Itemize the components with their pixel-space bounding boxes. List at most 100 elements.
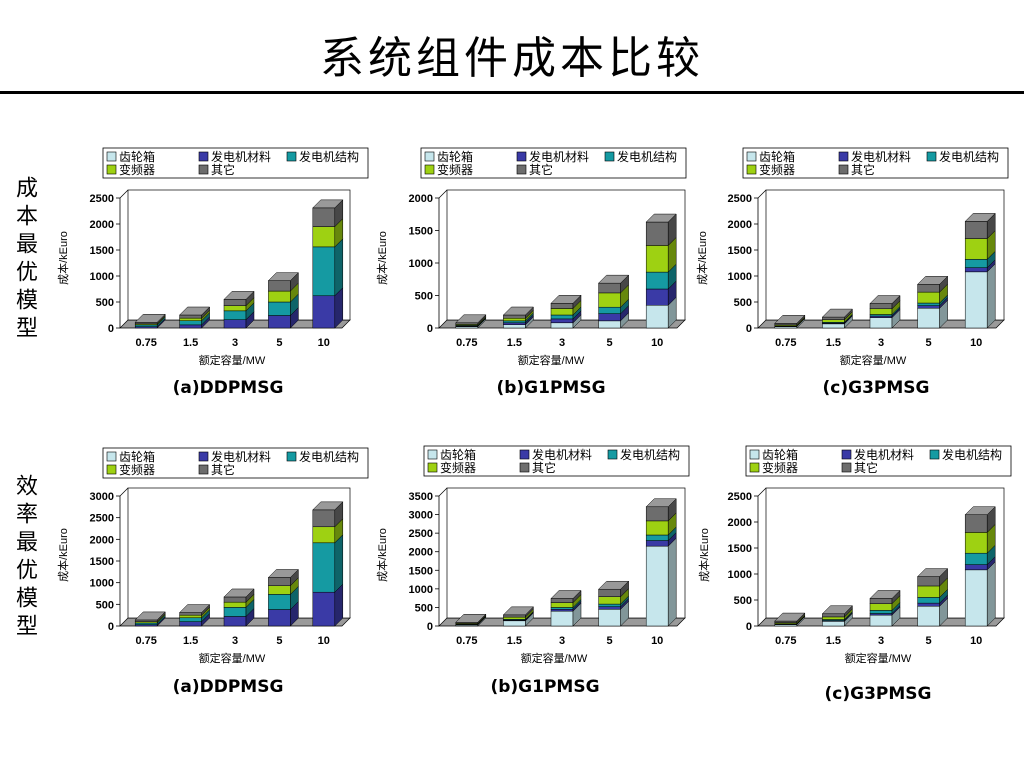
x-tick-label: 0.75: [135, 635, 156, 647]
bar-top: [267, 272, 300, 281]
bar-front: [268, 290, 291, 303]
legend-swatch: [106, 151, 117, 162]
legend-label: 发电机结构: [939, 149, 999, 164]
bar-side: [986, 561, 996, 627]
legend-swatch: [838, 151, 849, 162]
y-tick-label: 2500: [728, 193, 752, 205]
legend-label: 齿轮箱: [762, 447, 798, 462]
x-tick-label: 0.75: [775, 635, 796, 647]
bar-front: [268, 280, 291, 292]
legend-label: 发电机结构: [620, 447, 680, 462]
bar-front: [550, 322, 574, 329]
bar-front: [645, 305, 669, 329]
legend-label: 变频器: [119, 162, 155, 177]
bar-front: [312, 542, 336, 593]
bar-front: [550, 308, 574, 316]
legend-label: 发电机材料: [854, 447, 914, 462]
x-tick-label: 1.5: [183, 635, 198, 647]
legend-swatch: [519, 462, 530, 473]
bar-front: [598, 603, 621, 607]
bar-front: [822, 621, 845, 627]
bar-front: [917, 302, 940, 306]
legend-swatch: [427, 449, 438, 460]
y-tick-label: 1500: [409, 226, 433, 238]
bar-front: [645, 545, 669, 627]
bar-segment: [964, 263, 996, 329]
legend-label: 其它: [532, 460, 556, 475]
bar-segment: [312, 238, 344, 297]
bar-top: [134, 611, 166, 621]
bar-top: [869, 590, 901, 599]
chart-caption: (c)G3PMSG: [822, 378, 930, 398]
bar-front: [550, 318, 574, 324]
x-tick-label: 1.5: [183, 337, 198, 349]
bar-top: [597, 580, 630, 590]
row-label-efficiency-optimal: 效率最优模型: [12, 474, 37, 642]
legend-swatch: [929, 449, 940, 460]
x-axis-title: 额定容量/MW: [845, 651, 912, 665]
bar-front: [550, 598, 574, 603]
y-tick-label: 2000: [90, 219, 114, 231]
bar-front: [179, 621, 202, 627]
bar-front: [268, 301, 291, 316]
axis-edge: [757, 189, 767, 199]
y-tick-label: 1000: [728, 271, 752, 283]
x-tick-label: 5: [276, 337, 282, 349]
bar-segment: [268, 577, 299, 595]
bar-top: [869, 295, 901, 304]
y-tick-label: 2500: [90, 193, 114, 205]
bar-front: [964, 532, 988, 554]
chart-caption: (a)DDPMSG: [172, 378, 284, 398]
y-axis-title: 成本/kEuro: [56, 528, 70, 582]
y-tick-label: 0: [108, 323, 114, 335]
y-axis-title: 成本/kEuro: [375, 528, 389, 582]
y-tick-label: 1500: [90, 245, 114, 257]
x-axis-title: 额定容量/MW: [199, 651, 266, 665]
bar-front: [503, 314, 526, 319]
bar-front: [223, 601, 247, 608]
bar-segment: [964, 229, 996, 260]
bar-front: [645, 271, 669, 290]
legend-swatch: [286, 451, 297, 462]
bar-front: [503, 620, 526, 627]
bar-front: [822, 319, 845, 323]
legend-label: 其它: [851, 162, 875, 177]
title-divider: [0, 91, 1024, 94]
legend-label: 发电机材料: [211, 149, 271, 164]
bar-front: [312, 591, 336, 627]
bar-front: [598, 596, 621, 605]
x-tick-label: 1.5: [507, 337, 522, 349]
bar-front: [179, 317, 202, 321]
legend-swatch: [838, 164, 849, 175]
legend-label: 变频器: [759, 162, 795, 177]
bar-front: [917, 576, 940, 587]
legend-swatch: [604, 151, 615, 162]
bar-side: [334, 534, 344, 593]
bar-front: [598, 282, 621, 294]
y-tick-label: 1000: [728, 569, 752, 581]
bar-top: [550, 295, 582, 304]
bar-segment: [312, 217, 344, 248]
bar-front: [645, 221, 669, 246]
bar-top: [223, 588, 255, 598]
legend-swatch: [519, 449, 530, 460]
bar-front: [598, 606, 621, 610]
bar-front: [503, 318, 526, 322]
bar-top: [502, 606, 535, 616]
y-tick-label: 500: [96, 297, 114, 309]
chart-caption: (a)DDPMSG: [172, 677, 284, 697]
legend-swatch: [841, 462, 852, 473]
y-tick-label: 1500: [90, 556, 114, 568]
bar-top: [178, 306, 211, 316]
bar-top: [223, 291, 255, 300]
bar-front: [964, 552, 988, 565]
bar-front: [503, 616, 526, 620]
legend-swatch: [106, 164, 117, 175]
legend-swatch: [926, 151, 937, 162]
legend-swatch: [427, 462, 438, 473]
bar-front: [869, 303, 893, 310]
